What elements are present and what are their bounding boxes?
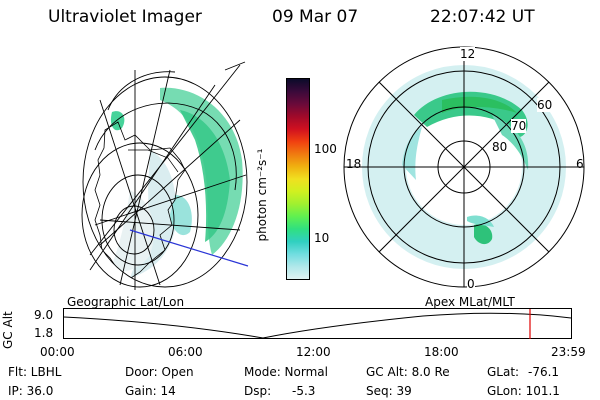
lat-label-80: 80 [492,140,508,154]
ip-info: IP: 36.0 [8,384,54,398]
colorbar-unit-label: photon cm⁻²s⁻¹ [255,148,269,242]
gc-alt-info: GC Alt: 8.0 Re [366,365,450,379]
x-tick-0000: 00:00 [40,345,75,359]
apex-label: Apex MLat/MLT [425,295,515,309]
date-label: 09 Mar 07 [272,7,359,27]
mlt-label-6: 6 [576,157,584,171]
time-label: 22:07:42 UT [430,7,535,27]
gain-info: Gain: 14 [125,384,176,398]
dsp-value: -5.3 [292,384,316,398]
mlt-label-0: 0 [467,277,475,291]
altitude-timeline [63,308,572,339]
seq-info: Seq: 39 [366,384,412,398]
colorbar [286,78,310,280]
x-tick-1200: 12:00 [296,345,331,359]
mlt-label-18: 18 [346,157,362,171]
x-tick-0600: 06:00 [168,345,203,359]
app-title: Ultraviolet Imager [48,7,202,27]
ymin-label: 1.8 [34,326,54,340]
lat-label-60: 60 [537,98,553,112]
glat-value: -76.1 [528,365,560,379]
glon-info: GLon: 101.1 [487,384,560,398]
colorbar-tick-100: 100 [314,142,337,156]
polar-plot [343,46,585,288]
mode-info: Mode: Normal [244,365,328,379]
ymax-label: 9.0 [34,308,54,322]
gc-alt-axis-label: GC Alt [1,311,15,349]
glat-label: GLat: [487,365,520,379]
x-tick-2359: 23:59 [551,345,586,359]
geographic-label: Geographic Lat/Lon [67,295,185,309]
x-tick-1800: 18:00 [424,345,459,359]
dsp-label: Dsp: [244,384,272,398]
mlt-label-12: 12 [460,47,476,61]
lat-label-70: 70 [511,119,527,133]
colorbar-tick-10: 10 [314,231,330,245]
flt-info: Flt: LBHL [8,365,62,379]
door-info: Door: Open [125,365,194,379]
